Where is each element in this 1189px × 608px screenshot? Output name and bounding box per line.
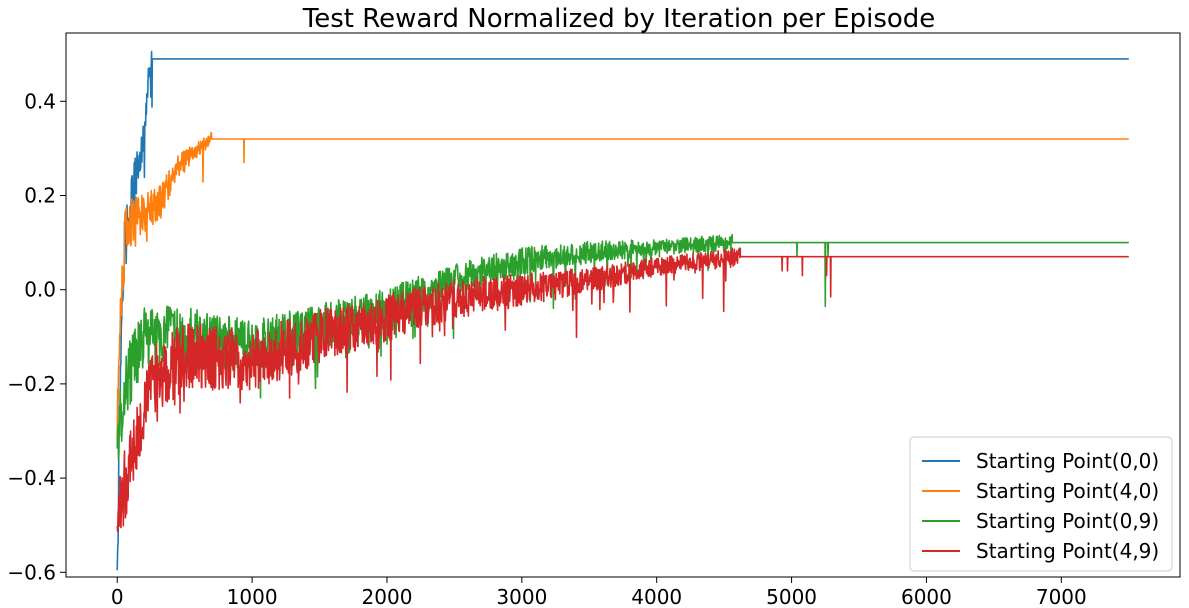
x-tick-label: 7000 (1036, 585, 1087, 608)
x-tick-label: 1000 (227, 585, 278, 608)
series-line-3 (116, 233, 1129, 460)
plot-frame (65, 32, 1181, 578)
x-tick-label: 6000 (901, 585, 952, 608)
y-tick-label: 0.4 (24, 89, 56, 113)
legend-label: Starting Point(0,9) (976, 509, 1159, 533)
legend-label: Starting Point(4,9) (976, 539, 1159, 563)
series-layer (116, 50, 1129, 571)
legend-label: Starting Point(4,0) (976, 479, 1159, 503)
series-line-2 (116, 131, 1129, 441)
y-tick-label: 0.0 (24, 278, 56, 302)
series-line-1 (116, 50, 1129, 571)
axes-layer: 0 1000 2000 3000 4000 5000 6000 7000 −0.6 −0.4 −0.… (7, 89, 1086, 608)
x-tick-label: 0 (111, 585, 124, 608)
legend-label: Starting Point(0,0) (976, 449, 1159, 473)
y-tick-label: −0.6 (7, 560, 56, 584)
series-line-4 (116, 247, 1129, 533)
y-tick-label: −0.2 (7, 372, 56, 396)
x-tick-label: 3000 (496, 585, 547, 608)
x-tick-label: 2000 (362, 585, 413, 608)
legend-box (909, 436, 1173, 572)
y-tick-label: 0.2 (24, 183, 56, 207)
x-tick-label: 5000 (766, 585, 817, 608)
x-tick-label: 4000 (631, 585, 682, 608)
chart-title: Test Reward Normalized by Iteration per … (302, 4, 936, 34)
y-tick-label: −0.4 (7, 466, 56, 490)
legend: Starting Point(0,0) Starting Point(4,0) St… (909, 436, 1173, 572)
